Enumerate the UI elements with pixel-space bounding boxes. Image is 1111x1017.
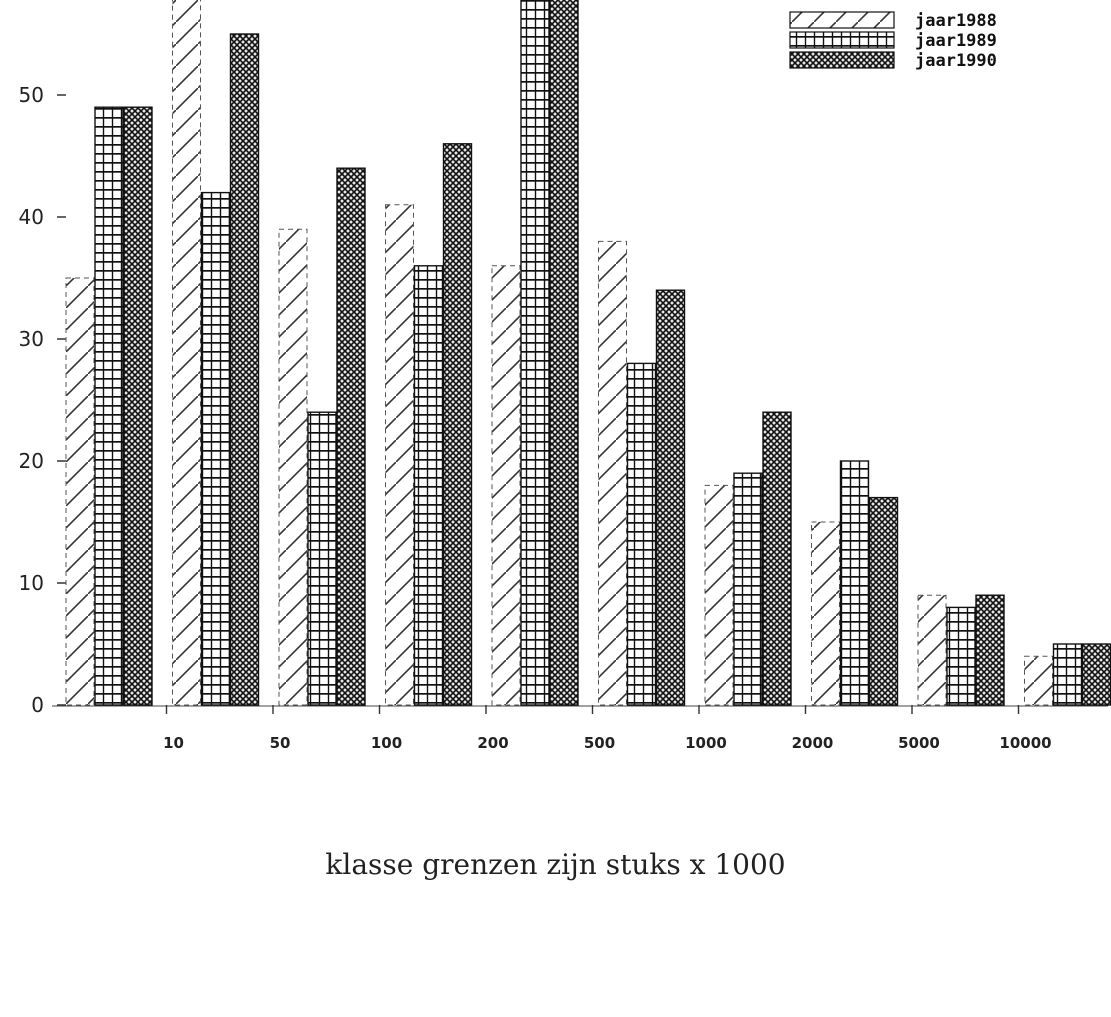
x-tick-label: 100 [371, 734, 402, 752]
legend-swatch-jaar1989 [789, 31, 895, 49]
bar-jaar1990-200-500 [549, 0, 579, 706]
x-tick-label: 500 [584, 734, 615, 752]
bar-jaar1989-500-1000 [626, 362, 657, 706]
bar-jaar1988-500-1000 [598, 240, 627, 706]
y-tick-label: 10 [19, 571, 44, 595]
y-tick-label: 30 [19, 327, 44, 351]
y-tick-label: 50 [19, 83, 44, 107]
bar-jaar1990->10000 [1081, 643, 1111, 706]
bar-jaar1988-1000-2000 [704, 484, 734, 706]
x-tick-label: 200 [477, 734, 508, 752]
legend-label-jaar1990: jaar1990 [915, 51, 997, 71]
bar-jaar1989->10000 [1052, 643, 1083, 706]
bar-jaar1989-100-200 [413, 265, 444, 706]
x-tick-label: 10000 [999, 734, 1051, 752]
x-tick-label: 50 [270, 734, 291, 752]
bar-jaar1989-200-500 [520, 0, 550, 706]
y-tick-label: 20 [19, 449, 44, 473]
bar-jaar1989-10-50 [200, 191, 231, 706]
x-axis: 10 50 100 200 500 1000 2000 5000 10000 [52, 705, 1108, 752]
x-axis-title: klasse grenzen zijn stuks x 1000 [325, 848, 786, 881]
bar-jaar1988-10-50 [172, 0, 201, 706]
y-tick-label: 0 [31, 693, 44, 717]
legend-label-jaar1988: jaar1988 [915, 11, 997, 31]
x-tick-label: 10 [163, 734, 184, 752]
bar-jaar1990-5000-10000 [975, 594, 1005, 706]
bar-jaar1988-50-100 [278, 228, 308, 706]
bar-jaar1989-5000-10000 [946, 606, 976, 706]
y-tick-label: 40 [19, 205, 44, 229]
x-tick-label: 2000 [792, 734, 834, 752]
y-axis: 0102030405060 [19, 83, 66, 717]
bar-jaar1989-50-100 [307, 411, 337, 706]
bar-jaar1990-500-1000 [655, 289, 686, 706]
bar-jaar1990-2000-5000 [868, 496, 899, 706]
bar-jaar1989-1000-2000 [733, 472, 763, 706]
bar-jaar1989-2000-5000 [839, 460, 870, 706]
bar-jaar1988-5000-10000 [917, 594, 947, 706]
bars-group [65, 0, 1111, 706]
legend-swatch-jaar1990 [789, 51, 895, 69]
bar-jaar1990-10-50 [229, 33, 260, 706]
x-tick-label: 5000 [898, 734, 940, 752]
bar-jaar1988->10000 [1024, 655, 1053, 706]
bar-jaar1990-50-100 [336, 167, 366, 706]
bar-jaar1988-2000-5000 [811, 521, 840, 706]
legend-label-jaar1989: jaar1989 [915, 31, 997, 51]
bar-jaar1990-<10 [123, 106, 153, 706]
bar-jaar1988-200-500 [491, 265, 521, 706]
x-tick-label: 1000 [685, 734, 727, 752]
bar-jaar1989-<10 [94, 106, 124, 706]
bar-jaar1988-100-200 [385, 204, 414, 706]
bar-jaar1990-100-200 [442, 143, 473, 706]
bar-jaar1988-<10 [65, 277, 95, 706]
legend-swatch-jaar1988 [789, 11, 895, 29]
bar-jaar1990-1000-2000 [762, 411, 792, 706]
